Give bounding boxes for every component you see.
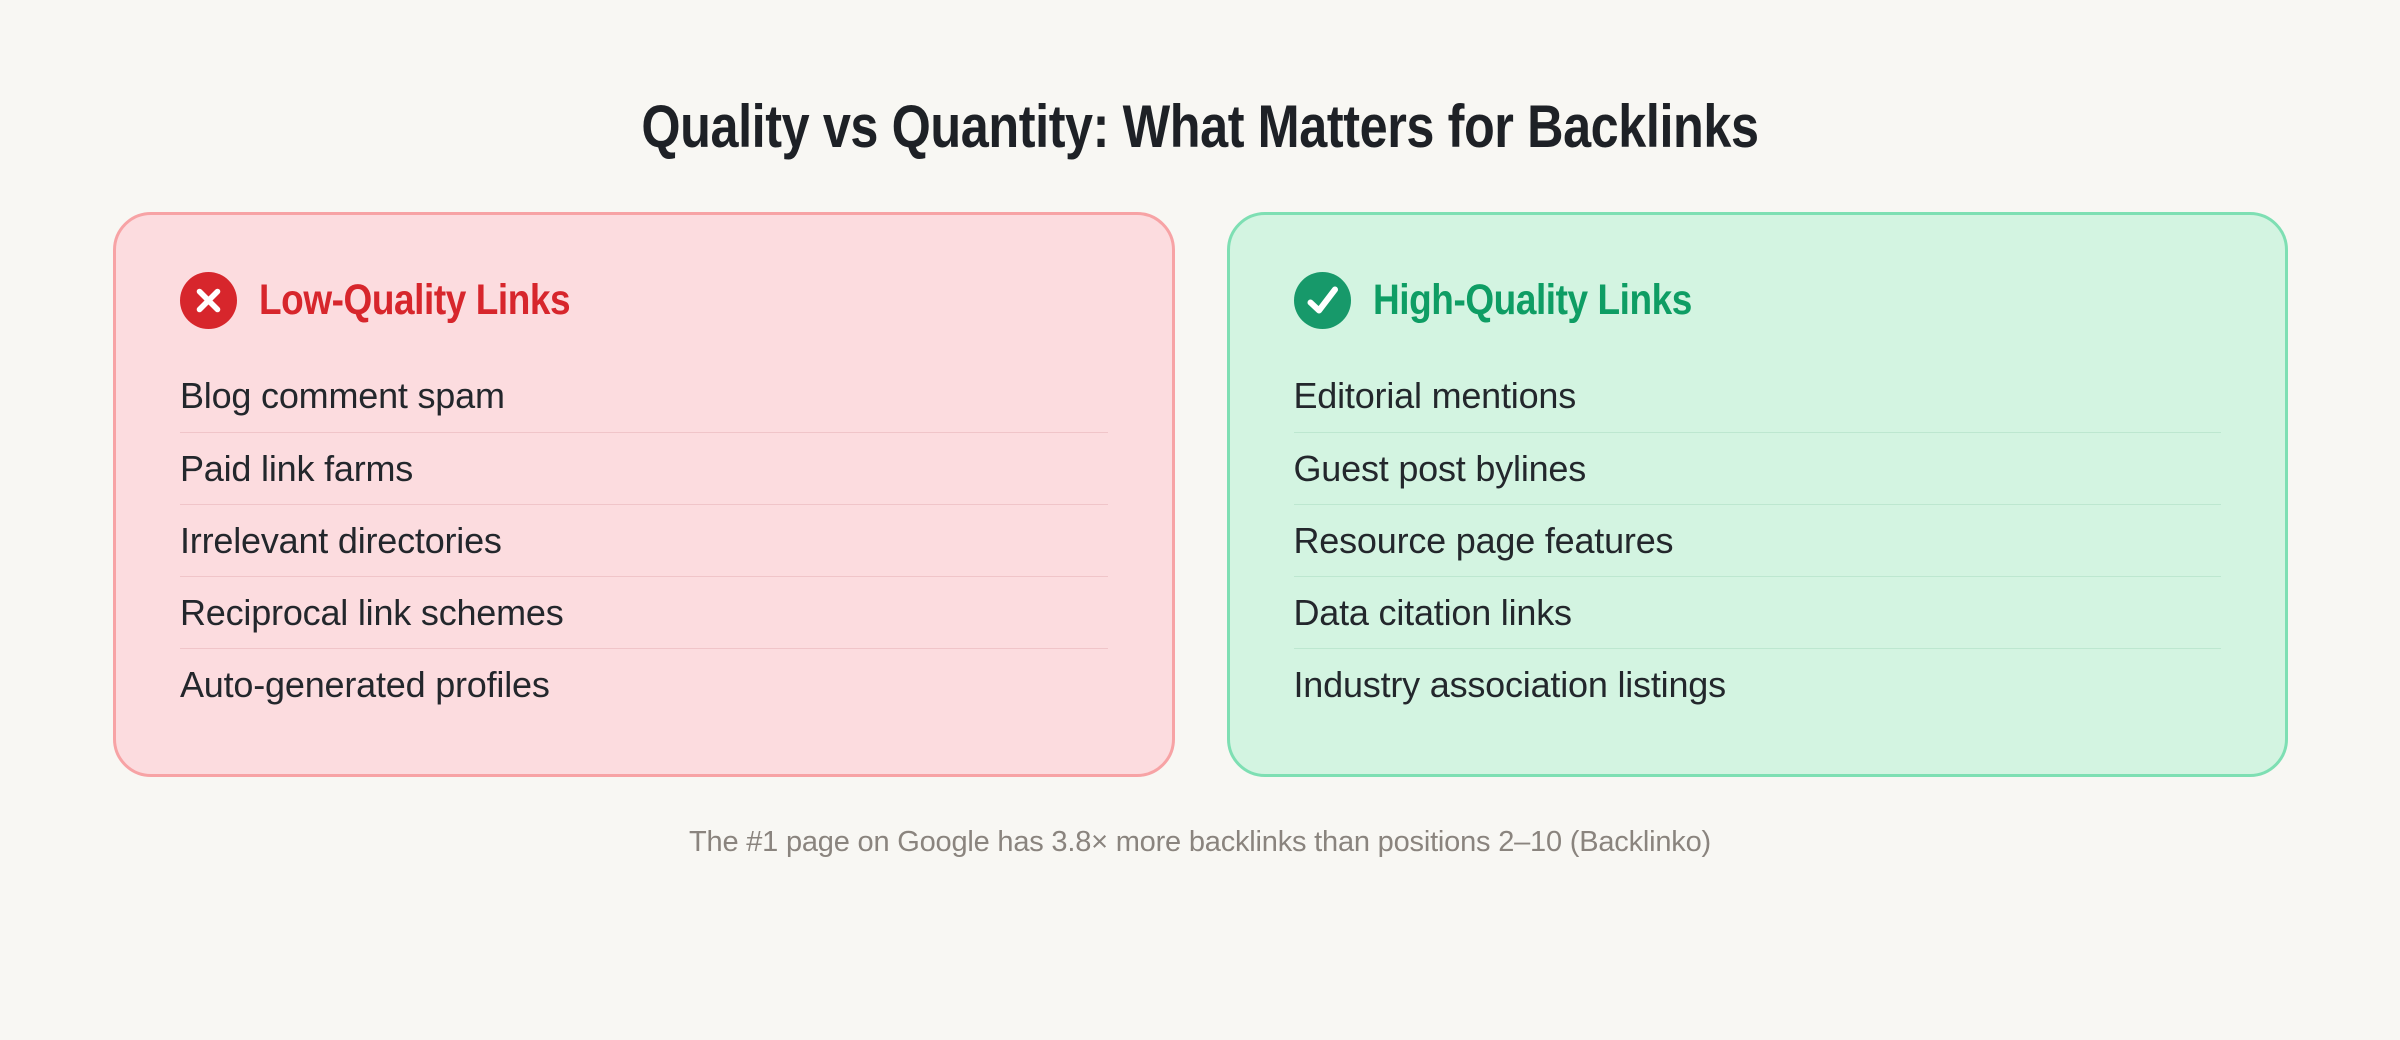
- list-item: Data citation links: [1293, 576, 2221, 648]
- list-item: Guest post bylines: [1293, 432, 2221, 504]
- high-quality-list: Editorial mentions Guest post bylines Re…: [1293, 360, 2221, 720]
- x-circle-icon: [180, 272, 237, 329]
- list-item: Irrelevant directories: [180, 504, 1108, 576]
- footnote: The #1 page on Google has 3.8× more back…: [689, 826, 1711, 858]
- high-quality-title: High-Quality Links: [1372, 276, 1692, 324]
- list-item: Resource page features: [1293, 504, 2221, 576]
- low-quality-panel: Low-Quality Links Blog comment spam Paid…: [113, 212, 1175, 777]
- list-item: Editorial mentions: [1293, 375, 1577, 416]
- list-item: Industry association listings: [1293, 648, 2221, 720]
- list-item: Paid link farms: [180, 432, 1108, 504]
- low-quality-list: Blog comment spam Paid link farms Irrele…: [180, 360, 1108, 720]
- high-quality-header: High-Quality Links: [1293, 272, 2222, 329]
- low-quality-header: Low-Quality Links: [180, 272, 1108, 329]
- page-title: Quality vs Quantity: What Matters for Ba…: [641, 93, 1759, 160]
- list-item: Auto-generated profiles: [180, 648, 1108, 720]
- check-circle-icon: [1293, 272, 1351, 329]
- high-quality-panel: High-Quality Links Editorial mentions Gu…: [1226, 212, 2288, 777]
- low-quality-title: Low-Quality Links: [259, 276, 571, 324]
- list-item: Reciprocal link schemes: [180, 576, 1108, 648]
- list-item: Blog comment spam: [180, 375, 505, 416]
- comparison-panels: Low-Quality Links Blog comment spam Paid…: [113, 212, 2288, 777]
